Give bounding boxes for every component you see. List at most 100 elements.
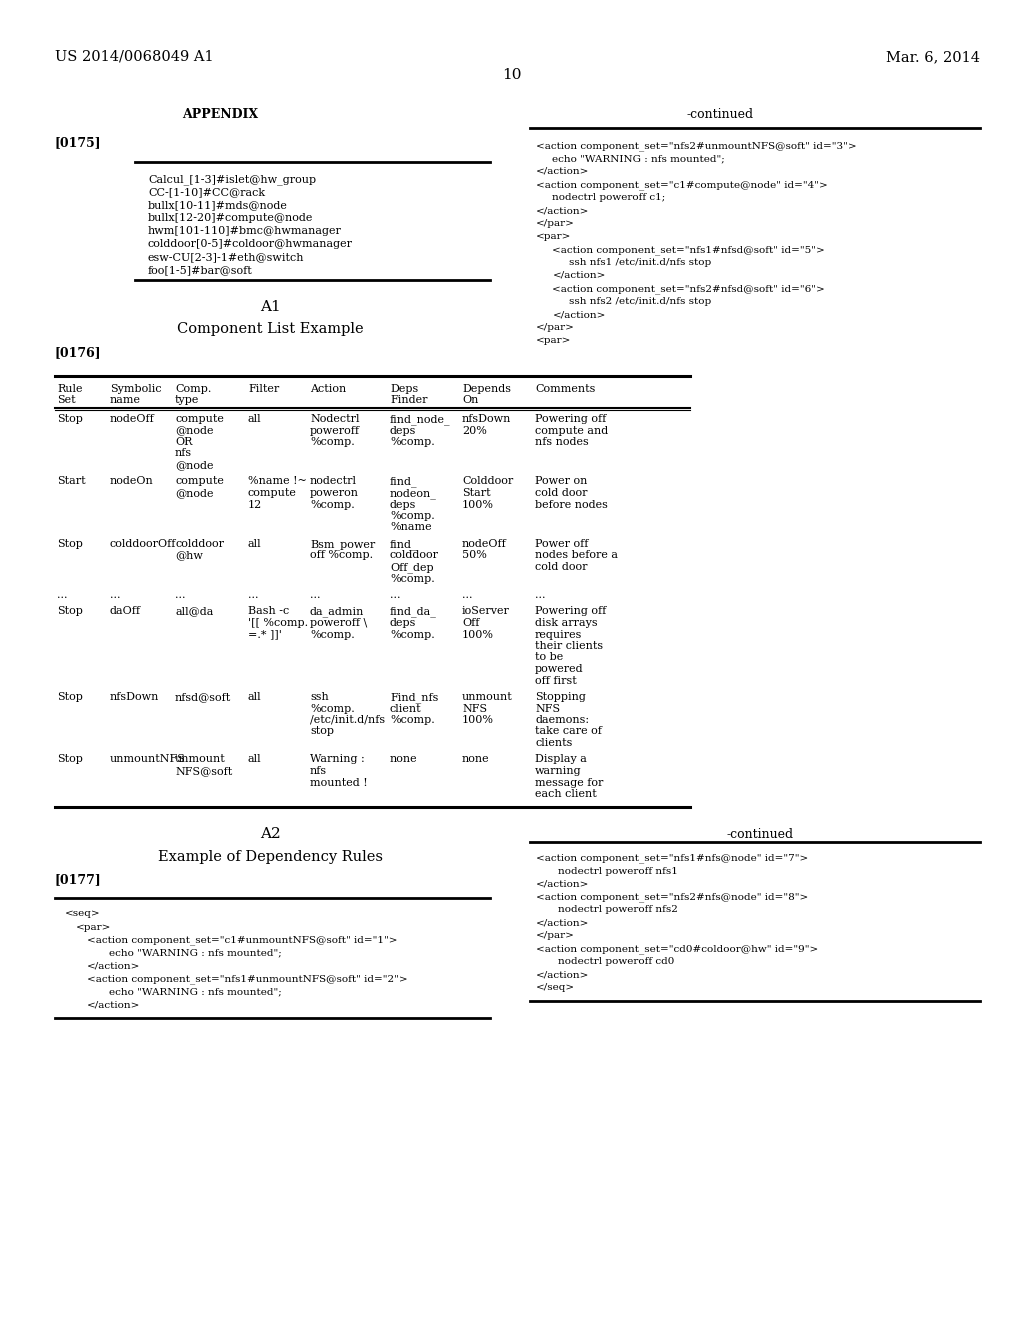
Text: esw-CU[2-3]-1#eth@switch: esw-CU[2-3]-1#eth@switch xyxy=(148,252,304,261)
Text: nodeOn: nodeOn xyxy=(110,477,154,487)
Text: %name: %name xyxy=(390,523,432,532)
Text: Stop: Stop xyxy=(57,414,83,424)
Text: -continued: -continued xyxy=(726,828,794,841)
Text: Comp.: Comp. xyxy=(175,384,211,393)
Text: NFS: NFS xyxy=(535,704,560,714)
Text: %comp.: %comp. xyxy=(390,715,435,725)
Text: Find_nfs: Find_nfs xyxy=(390,692,438,702)
Text: </action>: </action> xyxy=(536,168,590,176)
Text: 50%: 50% xyxy=(462,550,486,561)
Text: nfsDown: nfsDown xyxy=(462,414,511,424)
Text: message for: message for xyxy=(535,777,603,788)
Text: 12: 12 xyxy=(248,499,262,510)
Text: Stopping: Stopping xyxy=(535,692,586,702)
Text: Action: Action xyxy=(310,384,346,393)
Text: all@da: all@da xyxy=(175,606,213,616)
Text: echo "WARNING : nfs mounted";: echo "WARNING : nfs mounted"; xyxy=(553,154,725,162)
Text: <par>: <par> xyxy=(536,337,571,345)
Text: off first: off first xyxy=(535,676,577,685)
Text: <action component_set="cd0#coldoor@hw" id="9">: <action component_set="cd0#coldoor@hw" i… xyxy=(536,945,818,954)
Text: @node: @node xyxy=(175,459,213,470)
Text: <action component_set="nfs2#unmountNFS@soft" id="3">: <action component_set="nfs2#unmountNFS@s… xyxy=(536,141,857,150)
Text: ...: ... xyxy=(248,590,258,601)
Text: %name !~: %name !~ xyxy=(248,477,307,487)
Text: each client: each client xyxy=(535,789,597,799)
Text: daemons:: daemons: xyxy=(535,715,589,725)
Text: colddoor: colddoor xyxy=(175,539,224,549)
Text: OR: OR xyxy=(175,437,193,447)
Text: echo "WARNING : nfs mounted";: echo "WARNING : nfs mounted"; xyxy=(109,949,282,957)
Text: Power off: Power off xyxy=(535,539,589,549)
Text: On: On xyxy=(462,395,478,405)
Text: ...: ... xyxy=(310,590,321,601)
Text: Example of Dependency Rules: Example of Dependency Rules xyxy=(158,850,383,863)
Text: clients: clients xyxy=(535,738,572,748)
Text: </seq>: </seq> xyxy=(536,983,575,993)
Text: ioServer: ioServer xyxy=(462,606,510,616)
Text: unmountNFS: unmountNFS xyxy=(110,755,186,764)
Text: poweron: poweron xyxy=(310,488,359,498)
Text: ...: ... xyxy=(110,590,121,601)
Text: all: all xyxy=(248,539,261,549)
Text: <action component_set="nfs2#nfsd@soft" id="6">: <action component_set="nfs2#nfsd@soft" i… xyxy=(553,284,825,293)
Text: ssh nfs2 /etc/init.d/nfs stop: ssh nfs2 /etc/init.d/nfs stop xyxy=(569,297,712,306)
Text: <action component_set="c1#compute@node" id="4">: <action component_set="c1#compute@node" … xyxy=(536,180,827,190)
Text: Mar. 6, 2014: Mar. 6, 2014 xyxy=(886,50,980,63)
Text: Calcul_[1-3]#islet@hw_group: Calcul_[1-3]#islet@hw_group xyxy=(148,174,316,185)
Text: colddoor[0-5]#coldoor@hwmanager: colddoor[0-5]#coldoor@hwmanager xyxy=(148,239,353,249)
Text: find_node_: find_node_ xyxy=(390,414,451,425)
Text: Stop: Stop xyxy=(57,692,83,702)
Text: Start: Start xyxy=(57,477,86,487)
Text: ...: ... xyxy=(390,590,400,601)
Text: [0176]: [0176] xyxy=(55,346,101,359)
Text: nfsDown: nfsDown xyxy=(110,692,160,702)
Text: all: all xyxy=(248,692,261,702)
Text: </action>: </action> xyxy=(536,879,590,888)
Text: -continued: -continued xyxy=(686,108,754,121)
Text: cold door: cold door xyxy=(535,562,588,572)
Text: name: name xyxy=(110,395,141,405)
Text: <seq>: <seq> xyxy=(65,909,100,919)
Text: find_: find_ xyxy=(390,477,418,487)
Text: </par>: </par> xyxy=(536,219,574,228)
Text: nfsd@soft: nfsd@soft xyxy=(175,692,231,702)
Text: deps: deps xyxy=(390,618,417,628)
Text: nodectrl poweroff cd0: nodectrl poweroff cd0 xyxy=(558,957,675,966)
Text: requires: requires xyxy=(535,630,583,639)
Text: Start: Start xyxy=(462,488,490,498)
Text: '[[ %comp.: '[[ %comp. xyxy=(248,618,308,628)
Text: <action component_set="c1#unmountNFS@soft" id="1">: <action component_set="c1#unmountNFS@sof… xyxy=(87,936,397,945)
Text: @hw: @hw xyxy=(175,550,203,561)
Text: </par>: </par> xyxy=(536,932,574,940)
Text: type: type xyxy=(175,395,200,405)
Text: @node: @node xyxy=(175,488,213,498)
Text: Rule: Rule xyxy=(57,384,83,393)
Text: Bash -c: Bash -c xyxy=(248,606,289,616)
Text: Finder: Finder xyxy=(390,395,427,405)
Text: Warning :: Warning : xyxy=(310,755,365,764)
Text: Stop: Stop xyxy=(57,755,83,764)
Text: </action>: </action> xyxy=(553,310,606,319)
Text: %comp.: %comp. xyxy=(390,630,435,639)
Text: =.* ]]': =.* ]]' xyxy=(248,630,282,639)
Text: CC-[1-10]#CC@rack: CC-[1-10]#CC@rack xyxy=(148,187,265,197)
Text: </action>: </action> xyxy=(87,961,140,970)
Text: Power on: Power on xyxy=(535,477,588,487)
Text: unmount: unmount xyxy=(462,692,513,702)
Text: @node: @node xyxy=(175,425,213,436)
Text: all: all xyxy=(248,414,261,424)
Text: US 2014/0068049 A1: US 2014/0068049 A1 xyxy=(55,50,214,63)
Text: ssh: ssh xyxy=(310,692,329,702)
Text: echo "WARNING : nfs mounted";: echo "WARNING : nfs mounted"; xyxy=(109,987,282,997)
Text: nfs: nfs xyxy=(175,449,193,458)
Text: 100%: 100% xyxy=(462,715,494,725)
Text: compute: compute xyxy=(175,414,224,424)
Text: %comp.: %comp. xyxy=(390,573,435,583)
Text: [0175]: [0175] xyxy=(55,136,101,149)
Text: </action>: </action> xyxy=(536,206,590,215)
Text: %comp.: %comp. xyxy=(310,437,354,447)
Text: </action>: </action> xyxy=(536,919,590,928)
Text: hwm[101-110]#bmc@hwmanager: hwm[101-110]#bmc@hwmanager xyxy=(148,226,342,236)
Text: %comp.: %comp. xyxy=(310,630,354,639)
Text: Filter: Filter xyxy=(248,384,280,393)
